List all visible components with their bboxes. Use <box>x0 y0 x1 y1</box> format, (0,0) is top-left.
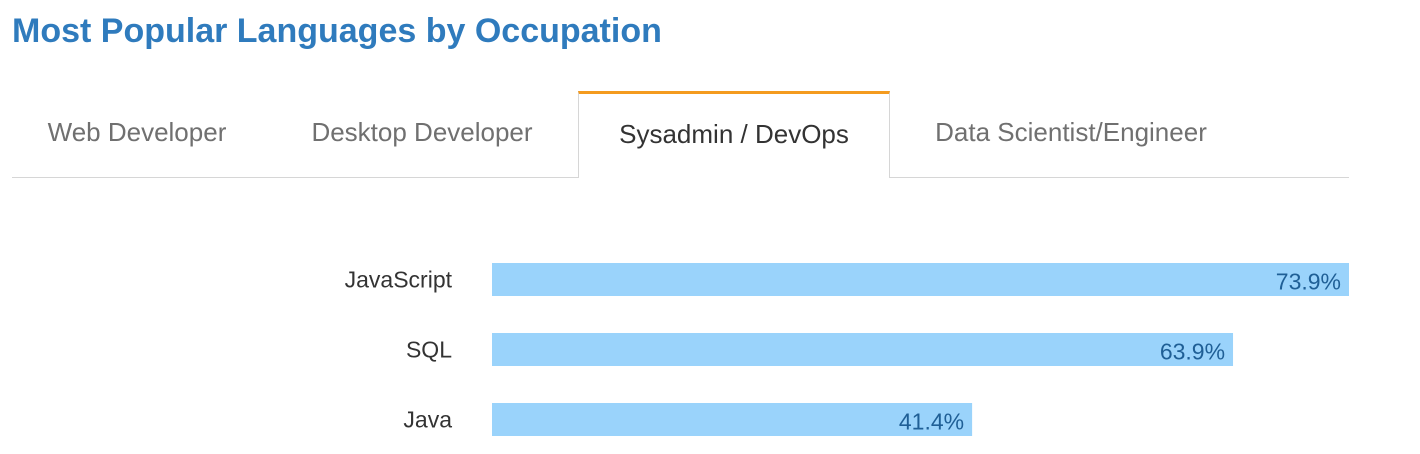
bar <box>492 403 973 436</box>
category-label: SQL <box>406 337 452 363</box>
tab-data-scientist-engineer[interactable]: Data Scientist/Engineer <box>935 117 1207 147</box>
value-label: 41.4% <box>899 409 964 435</box>
value-label: 73.9% <box>1276 269 1341 295</box>
tab-desktop-developer[interactable]: Desktop Developer <box>311 117 533 147</box>
page-title: Most Popular Languages by Occupation <box>12 12 662 50</box>
category-label: Java <box>403 407 452 433</box>
occupation-tabs: Web Developer Desktop Developer Sysadmin… <box>12 91 1349 178</box>
value-label: 63.9% <box>1160 339 1225 365</box>
tab-web-developer[interactable]: Web Developer <box>47 117 227 147</box>
bar <box>492 333 1234 366</box>
bar <box>492 263 1349 296</box>
tab-sysadmin-devops[interactable]: Sysadmin / DevOps <box>578 91 890 178</box>
category-label: JavaScript <box>345 267 453 293</box>
